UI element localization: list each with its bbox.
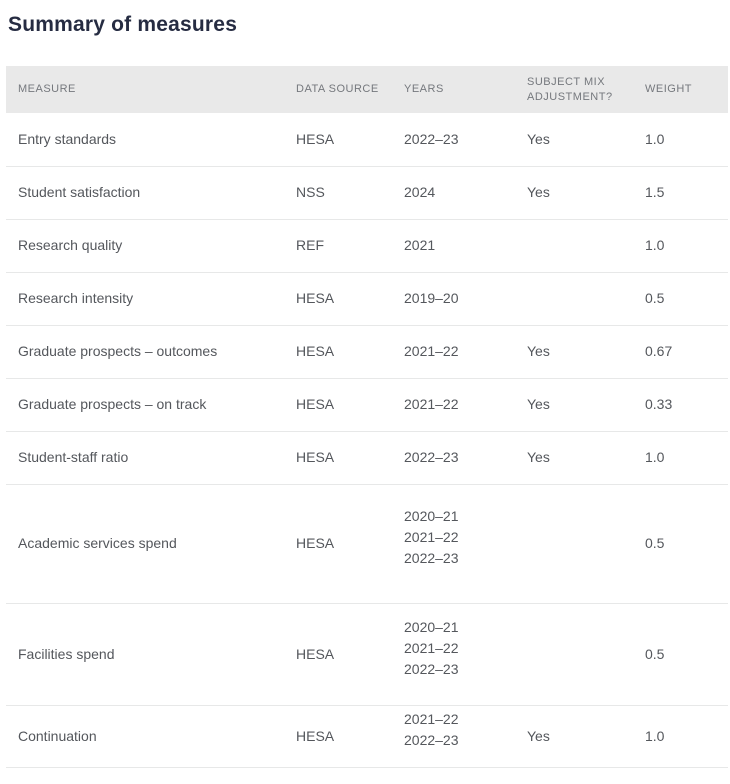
cell-measure: Student satisfaction [18,184,141,200]
cell-data-source: HESA [296,343,335,359]
cell-weight: 1.0 [645,449,665,465]
table-row: Research intensity HESA 2019–20 0.5 [6,272,728,325]
years-list: 2022–23 [404,130,459,147]
cell-weight: 0.33 [645,396,673,412]
cell-subject-mix [515,603,633,705]
cell-years: 2024 [392,166,515,219]
column-header-data-source: DATA SOURCE [284,66,392,113]
cell-weight: 0.5 [645,535,665,551]
years-list: 2021 [404,237,436,253]
years-list: 2021–22 [404,343,459,359]
years-list: 2024 [404,184,436,200]
cell-data-source: HESA [296,290,335,306]
cell-weight: 1.0 [645,237,665,253]
cell-measure: Continuation [18,727,97,744]
table-row: Student satisfaction NSS 2024 Yes 1.5 [6,166,728,219]
years-list: 2019–20 [404,290,459,306]
cell-years: 2021–22 [392,325,515,378]
measures-table: MEASURE DATA SOURCE YEARS SUBJECT MIX AD… [6,66,728,768]
cell-years: 2021 [392,219,515,272]
header-row: MEASURE DATA SOURCE YEARS SUBJECT MIX AD… [6,66,728,113]
cell-subject-mix [515,219,633,272]
table-row: Academic services spend HESA 2020–21 2021… [6,484,728,603]
years-list: 2020–21 2021–22 2022–23 [404,508,459,566]
cell-measure: Facilities spend [18,645,115,662]
cell-measure: Student-staff ratio [18,449,129,465]
column-header-measure: MEASURE [6,66,284,113]
cell-data-source: HESA [296,396,335,412]
table-body: Entry standards HESA 2022–23 Yes 1.0 Stu… [6,113,728,767]
cell-weight: 0.67 [645,343,673,359]
cell-measure: Graduate prospects – outcomes [18,343,218,359]
table-row: Entry standards HESA 2022–23 Yes 1.0 [6,113,728,166]
cell-data-source: HESA [296,727,335,744]
cell-subject-mix: Yes [527,727,550,744]
cell-measure: Research intensity [18,290,134,306]
cell-years: 2020–21 2021–22 2022–23 [392,484,515,603]
column-header-subject-mix: SUBJECT MIX ADJUSTMENT? [515,66,633,113]
years-list: 2022–23 [404,449,459,465]
cell-data-source: HESA [296,449,335,465]
table-header: MEASURE DATA SOURCE YEARS SUBJECT MIX AD… [6,66,728,113]
cell-data-source: HESA [296,645,335,662]
cell-measure: Graduate prospects – on track [18,396,207,412]
cell-subject-mix [515,484,633,603]
years-list: 2021–22 [404,396,459,412]
cell-subject-mix [515,272,633,325]
table-row: Graduate prospects – on track HESA 2021–… [6,378,728,431]
cell-subject-mix: Yes [527,130,550,147]
cell-years: 2022–23 [392,431,515,484]
column-header-years: YEARS [392,66,515,113]
table-row: Student-staff ratio HESA 2022–23 Yes 1.0 [6,431,728,484]
cell-years: 2019–20 [392,272,515,325]
cell-subject-mix: Yes [527,449,550,465]
cell-subject-mix: Yes [527,184,550,200]
table-row: Graduate prospects – outcomes HESA 2021–… [6,325,728,378]
cell-data-source: HESA [296,535,335,551]
cell-data-source: NSS [296,184,325,200]
cell-subject-mix: Yes [527,343,550,359]
cell-years: 2020–21 2021–22 2022–23 [392,603,515,705]
cell-measure: Academic services spend [18,535,177,551]
cell-data-source: REF [296,237,324,253]
years-list: 2020–21 2021–22 2022–23 [404,618,459,677]
cell-weight: 0.5 [645,290,665,306]
column-header-weight: WEIGHT [633,66,728,113]
cell-subject-mix: Yes [527,396,550,412]
cell-weight: 0.5 [645,645,665,662]
cell-years: 2021–22 [392,378,515,431]
cell-measure: Research quality [18,237,123,253]
cell-weight: 1.0 [645,727,665,744]
cell-years: 2021–22 2022–23 [392,705,515,767]
years-list: 2021–22 2022–23 [404,711,459,748]
cell-measure: Entry standards [18,130,117,147]
page-title: Summary of measures [8,13,238,36]
cell-data-source: HESA [296,130,335,147]
table-row: Continuation HESA 2021–22 2022–23 Yes 1.0 [6,705,728,767]
cell-weight: 1.5 [645,184,665,200]
table-row: Facilities spend HESA 2020–21 2021–22 2022… [6,603,728,705]
table-row: Research quality REF 2021 1.0 [6,219,728,272]
page-container: Summary of measures MEASURE DATA SOURCE … [0,12,730,768]
cell-weight: 1.0 [645,130,665,147]
cell-years: 2022–23 [392,113,515,166]
